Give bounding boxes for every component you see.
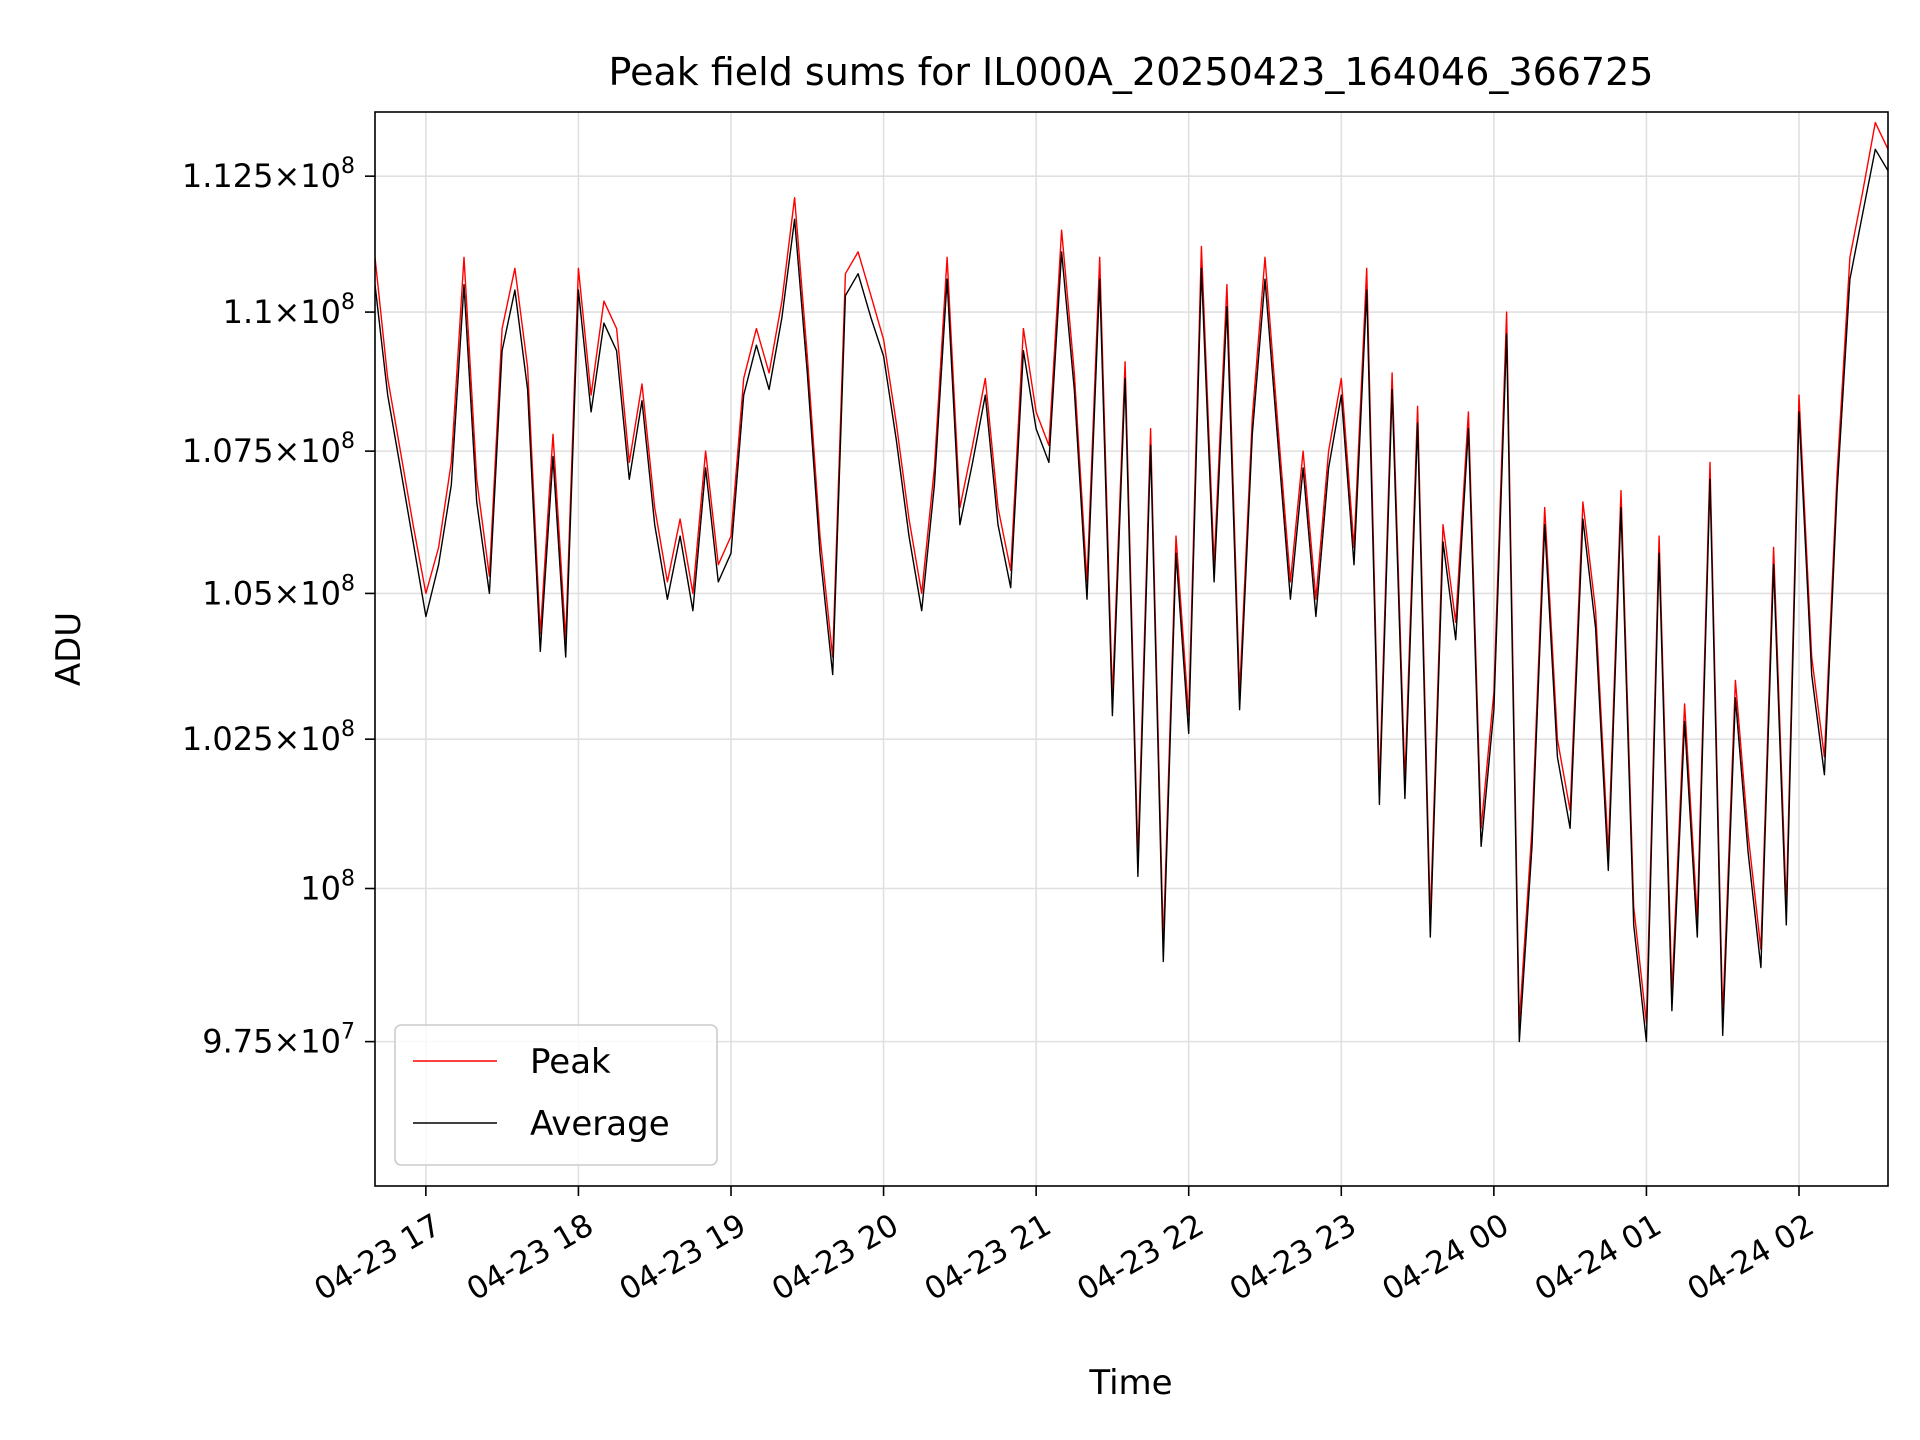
y-tick-exponent: 8	[341, 717, 355, 742]
y-tick-mantissa: 1.125×10	[182, 157, 341, 195]
x-axis: 04-23 17 04-23 18 04-23 19 04-23 20 04-23 21…	[308, 1186, 1820, 1308]
x-tick-label: 04-23 17	[308, 1207, 447, 1308]
x-tick-label: 04-23 22	[1071, 1207, 1210, 1308]
y-tick-mantissa: 1.025×10	[182, 720, 341, 758]
y-axis: 9.75×1071081.025×1081.05×1081.075×1081.1…	[182, 154, 375, 1061]
y-tick-label: 1.05×108	[202, 571, 355, 612]
x-tick-label: 04-23 20	[766, 1207, 905, 1308]
y-tick-exponent: 8	[341, 571, 355, 596]
x-tick-label: 04-23 23	[1224, 1207, 1363, 1308]
x-tick-label: 04-23 21	[919, 1207, 1058, 1308]
series-layer	[375, 121, 1888, 1043]
legend-box	[394, 1024, 718, 1166]
x-tick-label: 04-24 02	[1681, 1207, 1820, 1308]
x-tick-label: 04-23 18	[461, 1207, 600, 1308]
y-tick-exponent: 8	[341, 867, 355, 892]
y-tick-label: 1.025×108	[182, 717, 355, 758]
series-line-average	[375, 148, 1888, 1043]
x-tick-label: 04-24 00	[1376, 1207, 1515, 1308]
x-axis-label: Time	[1088, 1363, 1172, 1403]
y-tick-label: 1.1×108	[223, 290, 355, 331]
y-tick-mantissa: 1.075×10	[182, 432, 341, 470]
y-tick-mantissa: 9.75×10	[202, 1023, 341, 1061]
y-tick-exponent: 8	[341, 154, 355, 179]
x-tick-label: 04-24 01	[1529, 1207, 1668, 1308]
y-tick-label: 1.075×108	[182, 429, 355, 470]
y-tick-label: 108	[300, 867, 355, 908]
y-tick-exponent: 7	[341, 1020, 355, 1045]
legend-peak-label: Peak	[530, 1042, 611, 1082]
y-axis-label: ADU	[49, 612, 89, 686]
y-tick-mantissa: 1.1×10	[223, 293, 341, 331]
legend-average-label: Average	[530, 1104, 670, 1144]
y-tick-exponent: 8	[341, 429, 355, 454]
y-tick-base: 10	[300, 870, 341, 908]
legend: Peak Average	[394, 1024, 718, 1166]
plot-frame	[374, 111, 1889, 1187]
y-tick-mantissa: 1.05×10	[202, 574, 341, 612]
y-tick-label: 1.125×108	[182, 154, 355, 195]
chart-title: Peak field sums for IL000A_20250423_1640…	[609, 50, 1654, 94]
x-tick-label: 04-23 19	[613, 1207, 752, 1308]
y-tick-label: 9.75×107	[202, 1020, 355, 1061]
y-tick-exponent: 8	[341, 290, 355, 315]
plot-area	[374, 111, 1889, 1187]
